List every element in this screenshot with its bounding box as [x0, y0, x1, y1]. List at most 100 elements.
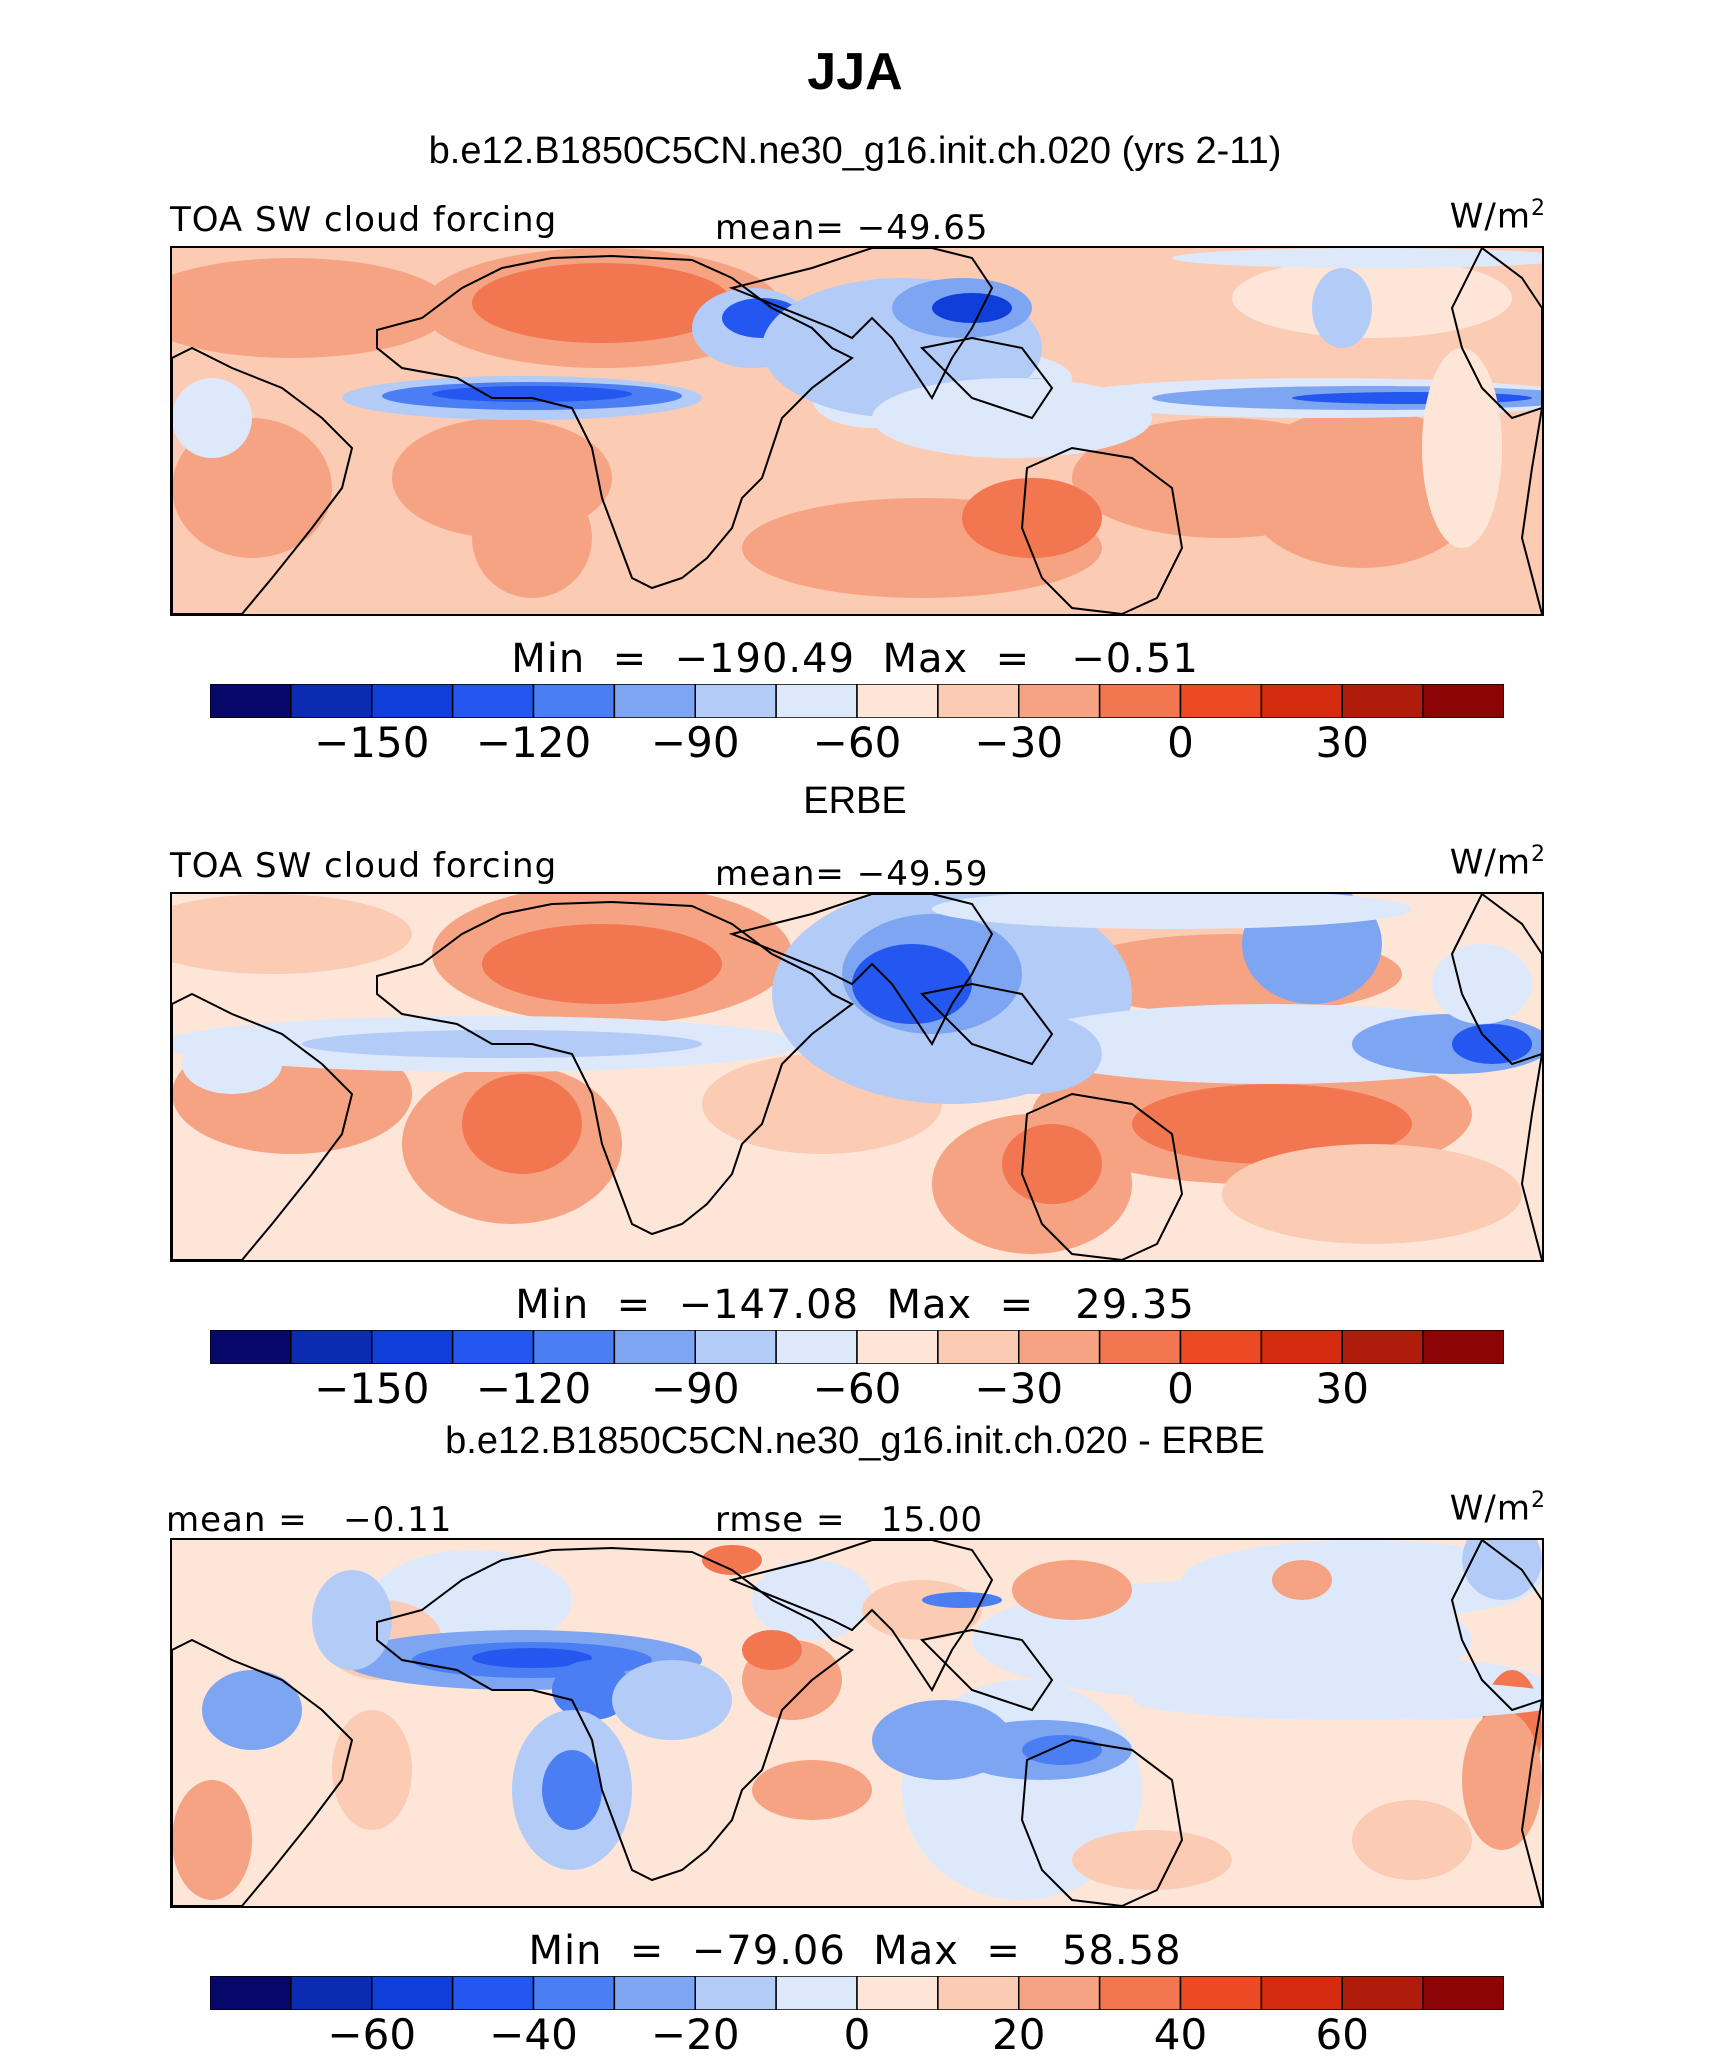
- colorbar-tick-label: −40: [489, 2010, 578, 2059]
- coastline: [1020, 446, 1184, 614]
- colorbar-tick-label: −60: [812, 718, 902, 767]
- colorbar-swatch: [371, 684, 454, 718]
- panel-1-min-max: Min = −190.49 Max = −0.51: [511, 636, 1199, 682]
- colorbar-swatch: [694, 1976, 777, 2010]
- contour-region: [312, 1570, 392, 1670]
- contour-region: [962, 478, 1102, 558]
- coastline: [1450, 248, 1542, 420]
- colorbar-swatch: [290, 1976, 373, 2010]
- colorbar-swatch: [1018, 1330, 1101, 1364]
- contour-region: [1222, 1144, 1522, 1244]
- contour-region: [172, 1780, 252, 1900]
- panel-1-units: W/m2: [1449, 196, 1546, 237]
- colorbar-swatch: [1260, 1330, 1343, 1364]
- colorbar-swatch: [451, 684, 535, 718]
- colorbar-tick-label: −120: [475, 718, 592, 767]
- contour-region: [932, 293, 1012, 323]
- coastline: [172, 992, 354, 1260]
- panel-2-variable-label: TOA SW cloud forcing: [170, 846, 558, 886]
- colorbar-swatch: [937, 1976, 1020, 2010]
- contour-region: [752, 1560, 872, 1640]
- contour-region: [1462, 1540, 1542, 1600]
- colorbar-tick-label: −60: [812, 1364, 902, 1413]
- contour-region: [482, 924, 722, 1004]
- colorbar-swatch: [1422, 1330, 1504, 1364]
- colorbar-swatch: [1422, 684, 1504, 718]
- colorbar-swatch: [1098, 684, 1182, 718]
- contour-region: [702, 1545, 762, 1575]
- page-title: JJA: [807, 43, 903, 101]
- contour-region: [1432, 944, 1532, 1024]
- colorbar-swatch: [210, 1330, 292, 1364]
- colorbar-swatch: [210, 1976, 292, 2010]
- colorbar-swatch: [1422, 1976, 1504, 2010]
- colorbar-swatch: [1341, 1976, 1424, 2010]
- contour-region: [932, 894, 1412, 929]
- colorbar-tick-label: −150: [314, 718, 430, 767]
- colorbar-swatch: [532, 1976, 616, 2010]
- colorbar-swatch: [532, 1330, 616, 1364]
- colorbar-swatch: [1179, 1330, 1263, 1364]
- colorbar-swatch: [1260, 1976, 1343, 2010]
- panel-2-units: W/m2: [1449, 842, 1546, 883]
- colorbar-tick-label: −90: [650, 718, 740, 767]
- panel-1-map: [170, 246, 1544, 616]
- contour-region: [1422, 348, 1502, 548]
- colorbar-swatch: [1179, 1976, 1263, 2010]
- colorbar-swatch: [532, 684, 616, 718]
- coastline: [728, 1540, 994, 1692]
- colorbar-swatch: [937, 684, 1020, 718]
- colorbar-tick-label: 60: [1315, 2010, 1369, 2059]
- colorbar-swatch: [694, 1330, 777, 1364]
- colorbar-tick-label: 0: [843, 2010, 871, 2059]
- colorbar-swatch: [1098, 1976, 1182, 2010]
- contour-region: [472, 263, 732, 343]
- contour-region: [1352, 1800, 1472, 1880]
- coastline: [1450, 894, 1542, 1066]
- panel-3-colorbar: [210, 1976, 1504, 2010]
- colorbar-swatch: [694, 684, 777, 718]
- colorbar-swatch: [775, 1330, 858, 1364]
- coastline: [728, 248, 994, 400]
- coastline: [172, 1638, 354, 1906]
- colorbar-swatch: [1098, 1330, 1182, 1364]
- contour-region: [872, 378, 1152, 458]
- contour-region: [432, 386, 632, 402]
- panel-2-min-max: Min = −147.08 Max = 29.35: [515, 1282, 1195, 1328]
- panel-2-colorbar: [210, 1330, 1504, 1364]
- panel-2-map: [170, 892, 1544, 1262]
- colorbar-swatch: [371, 1330, 454, 1364]
- coastline: [1520, 1053, 1542, 1260]
- coastline: [172, 346, 354, 614]
- coastline: [728, 894, 994, 1046]
- colorbar-tick-label: −30: [974, 718, 1064, 767]
- contour-region: [1232, 258, 1512, 338]
- coastline: [919, 982, 1054, 1066]
- colorbar-tick-label: −150: [314, 1364, 430, 1413]
- colorbar-tick-label: 0: [1167, 718, 1194, 767]
- colorbar-tick-label: −120: [475, 1364, 592, 1413]
- colorbar-swatch: [371, 1976, 454, 2010]
- contour-region: [182, 1034, 282, 1094]
- contour-region: [542, 1750, 602, 1830]
- colorbar-swatch: [210, 684, 292, 718]
- contour-region: [922, 1592, 1002, 1608]
- contour-region: [472, 478, 592, 598]
- coastline: [1020, 1738, 1184, 1906]
- colorbar-swatch: [1179, 684, 1263, 718]
- colorbar-tick-label: 40: [1153, 2010, 1208, 2059]
- panel-3-units: W/m2: [1449, 1488, 1546, 1529]
- colorbar-swatch: [613, 1330, 696, 1364]
- colorbar-swatch: [613, 684, 696, 718]
- contour-region: [962, 1014, 1102, 1094]
- colorbar-swatch: [451, 1330, 535, 1364]
- contour-region: [1012, 1560, 1132, 1620]
- colorbar-tick-label: −30: [974, 1364, 1064, 1413]
- colorbar-swatch: [856, 1976, 939, 2010]
- coastline: [376, 254, 854, 590]
- panel-1-mean-label: mean= −49.65: [715, 208, 989, 248]
- coastline: [1520, 1699, 1542, 1906]
- colorbar-tick-label: 0: [1167, 1364, 1194, 1413]
- coastline: [1450, 1540, 1542, 1712]
- colorbar-tick-label: 30: [1315, 1364, 1369, 1413]
